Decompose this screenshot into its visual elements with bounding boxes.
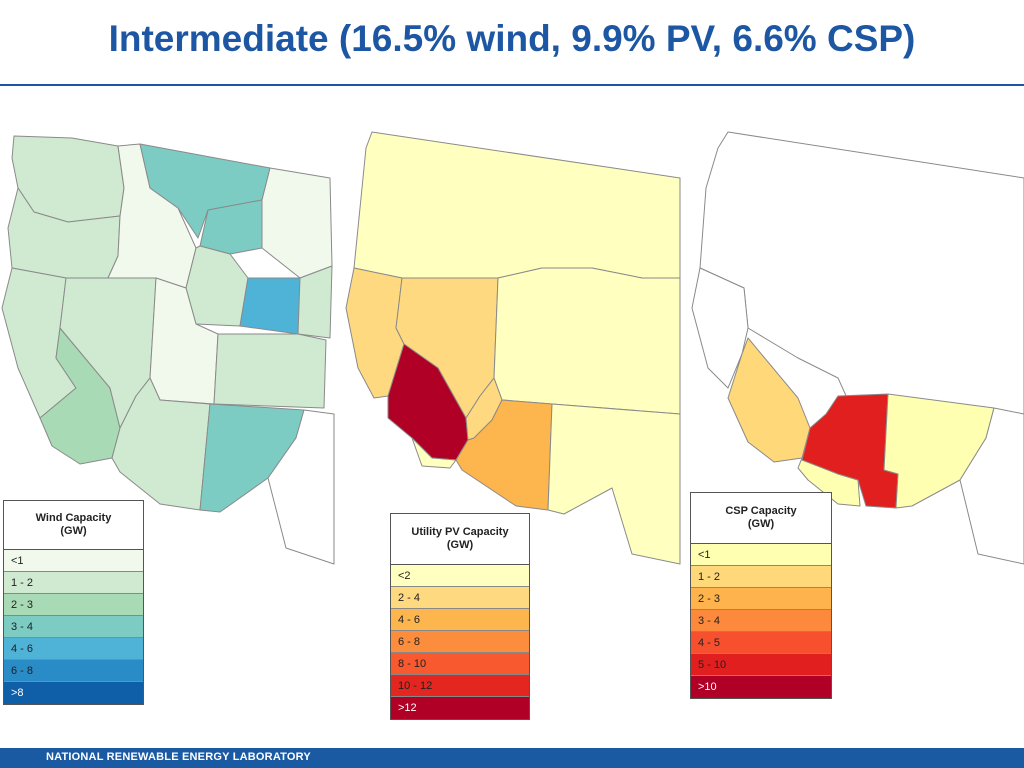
- csp-region-north: [699, 131, 1024, 415]
- csp-legend-unit: (GW): [747, 518, 775, 530]
- pv-region-interior: [493, 267, 681, 415]
- wind-legend-row: <1: [4, 550, 143, 572]
- wind-region-texas: [267, 409, 335, 565]
- csp-legend-row: 2 - 3: [691, 588, 831, 610]
- wind-legend-row: 6 - 8: [4, 660, 143, 682]
- pv-legend-row: 2 - 4: [391, 587, 529, 609]
- pv-legend-row: 10 - 12: [391, 675, 529, 697]
- wind-region-arizona: [111, 377, 211, 511]
- pv-legend-row: <2: [391, 565, 529, 587]
- pv-legend-row: 6 - 8: [391, 631, 529, 653]
- wind-region-wyoming-east: [239, 277, 301, 335]
- wind-region-colorado: [213, 333, 327, 409]
- wind-capacity-legend: Wind Capacity (GW) <1 1 - 2 2 - 3 3 - 4 …: [3, 500, 144, 705]
- pv-region-coast: [411, 437, 457, 469]
- wind-legend-title: Wind Capacity: [35, 512, 112, 524]
- csp-legend-row: >10: [691, 676, 831, 698]
- wind-legend-row: 2 - 3: [4, 594, 143, 616]
- csp-legend-row: 1 - 2: [691, 566, 831, 588]
- slide-title: Intermediate (16.5% wind, 9.9% PV, 6.6% …: [108, 18, 916, 59]
- csp-legend-title: CSP Capacity: [725, 505, 797, 517]
- wind-legend-unit: (GW): [60, 525, 87, 537]
- pv-legend-row: 8 - 10: [391, 653, 529, 675]
- wind-legend-row: 4 - 6: [4, 638, 143, 660]
- csp-region-california-south: [727, 337, 811, 463]
- wind-region-montana-east: [261, 167, 333, 279]
- csp-legend-row: 5 - 10: [691, 654, 831, 676]
- pv-legend-title: Utility PV Capacity: [411, 526, 509, 538]
- utility-pv-capacity-map: [342, 128, 682, 568]
- pv-region-north: [353, 131, 681, 279]
- wind-capacity-map: [0, 128, 336, 568]
- wind-region-dakota: [297, 265, 333, 339]
- csp-legend-row: 4 - 5: [691, 632, 831, 654]
- pv-legend-row: >12: [391, 697, 529, 719]
- csp-capacity-map: [688, 128, 1024, 568]
- wind-region-montana-central: [199, 199, 263, 255]
- csp-capacity-legend: CSP Capacity (GW) <1 1 - 2 2 - 3 3 - 4 4…: [690, 492, 832, 699]
- pv-legend-unit: (GW): [446, 539, 474, 551]
- pv-legend-row: 4 - 6: [391, 609, 529, 631]
- csp-region-california-north: [691, 267, 749, 389]
- utility-pv-capacity-legend: Utility PV Capacity (GW) <2 2 - 4 4 - 6 …: [390, 513, 530, 720]
- wind-legend-row: 3 - 4: [4, 616, 143, 638]
- csp-legend-row: <1: [691, 544, 831, 566]
- title-divider: [0, 84, 1024, 86]
- footer-bar: NATIONAL RENEWABLE ENERGY LABORATORY: [0, 748, 1024, 768]
- pv-region-new-mexico: [547, 403, 681, 565]
- csp-region-texas: [959, 407, 1024, 565]
- footer-organization-name: NATIONAL RENEWABLE ENERGY LABORATORY: [46, 751, 311, 763]
- wind-region-wyoming-west: [185, 245, 249, 327]
- wind-legend-row: 1 - 2: [4, 572, 143, 594]
- csp-legend-row: 3 - 4: [691, 610, 831, 632]
- wind-legend-row: >8: [4, 682, 143, 704]
